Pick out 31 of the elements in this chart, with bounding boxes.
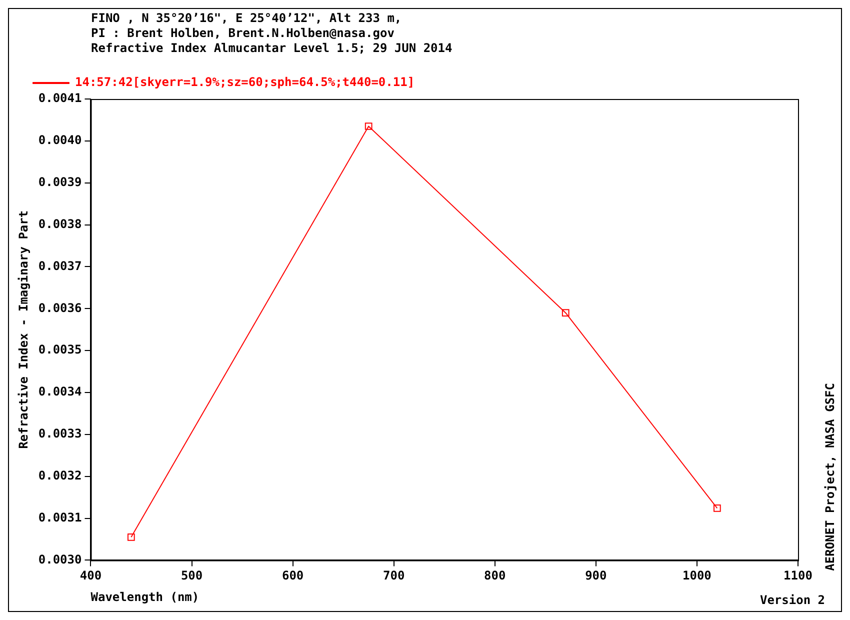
x-tick-label: 700	[383, 568, 405, 583]
y-tick-label: 0.0038	[38, 216, 82, 231]
y-tick-label: 0.0039	[38, 174, 82, 189]
y-tick-label: 0.0040	[38, 133, 82, 148]
x-tick-label: 600	[282, 568, 304, 583]
text: Version 2	[760, 593, 825, 607]
y-tick-label: 0.0036	[38, 300, 82, 315]
point	[562, 309, 570, 317]
legend-label: 14:57:42[skyerr=1.9%;sz=60;sph=64.5%;t440=0.11]	[75, 75, 415, 90]
y-tick-label: 0.0030	[38, 552, 82, 566]
x-tick-label: 1000	[682, 568, 712, 583]
point	[364, 122, 372, 130]
chart-title: FINO , N 35°20’16", E 25°40’12", Alt 233 m,	[91, 11, 403, 26]
text: AERONET Project, NASA GSFC	[823, 383, 837, 571]
y-tick-label: 0.0033	[38, 426, 82, 441]
y-tick-label: 0.0035	[38, 342, 82, 357]
x-tick-label: 800	[484, 568, 506, 583]
point	[127, 533, 135, 541]
y-tick-label: 0.0041	[38, 91, 82, 106]
x-tick-label: 1100	[784, 568, 812, 583]
y-tick-label: 0.0032	[38, 468, 82, 482]
y-tick-label: 0.0034	[38, 384, 82, 399]
y-axis-title: Refractive Index - Imaginary Part	[16, 210, 30, 449]
point	[713, 504, 721, 512]
x-tick-label: 400	[80, 568, 102, 583]
x-tick-label: 900	[585, 568, 607, 583]
x-tick-label: 500	[180, 568, 203, 583]
y-tick-label: 0.0037	[38, 258, 82, 273]
x-axis-title: Wavelength (nm)	[90, 590, 200, 604]
chart-subtitle: PI : Brent Holben, Brent.N.Holben@nasa.gov Refractive Index Almucantar Level 1.5; 29 JUN 2014	[91, 26, 452, 56]
y-tick-label: 0.0031	[38, 510, 82, 524]
